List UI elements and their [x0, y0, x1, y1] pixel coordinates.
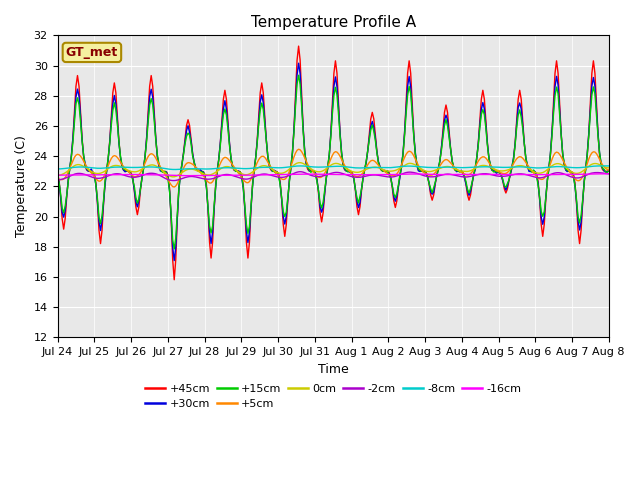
+5cm [605, 167, 612, 173]
-16cm [54, 172, 61, 178]
-8cm [220, 165, 227, 171]
+15cm [54, 173, 61, 179]
-16cm [182, 173, 190, 179]
+45cm [577, 228, 585, 233]
Line: -8cm: -8cm [58, 166, 609, 169]
0cm [247, 170, 255, 176]
+5cm [54, 176, 61, 182]
Line: -16cm: -16cm [58, 174, 609, 176]
+45cm [54, 171, 61, 177]
+15cm [295, 72, 303, 78]
+5cm [170, 184, 178, 190]
+15cm [577, 212, 585, 218]
Line: +30cm: +30cm [58, 63, 609, 261]
Line: +45cm: +45cm [58, 46, 609, 280]
+45cm [121, 168, 129, 174]
-8cm [121, 164, 129, 170]
-16cm [605, 171, 612, 177]
-16cm [247, 172, 255, 178]
0cm [169, 174, 177, 180]
0cm [54, 173, 61, 179]
+15cm [170, 246, 178, 252]
Line: +15cm: +15cm [58, 75, 609, 249]
+15cm [605, 168, 612, 173]
-8cm [605, 163, 612, 169]
-8cm [238, 166, 246, 171]
+5cm [220, 156, 227, 161]
+15cm [298, 103, 305, 109]
+45cm [238, 172, 246, 178]
+15cm [121, 167, 129, 172]
0cm [296, 160, 304, 166]
-2cm [121, 173, 129, 179]
0cm [238, 171, 246, 177]
+5cm [295, 146, 303, 152]
-2cm [170, 178, 178, 183]
0cm [577, 169, 585, 175]
+15cm [238, 173, 246, 179]
-2cm [54, 177, 61, 183]
0cm [298, 160, 305, 166]
-2cm [296, 169, 304, 175]
0cm [121, 166, 129, 171]
0cm [605, 165, 612, 171]
-16cm [296, 171, 304, 177]
-16cm [576, 171, 584, 177]
+30cm [298, 97, 305, 103]
-16cm [238, 172, 246, 178]
-8cm [247, 166, 255, 171]
Line: +5cm: +5cm [58, 149, 609, 187]
+45cm [170, 277, 178, 283]
Line: -2cm: -2cm [58, 172, 609, 180]
+5cm [121, 166, 129, 171]
+30cm [295, 60, 303, 66]
X-axis label: Time: Time [318, 363, 349, 376]
Line: 0cm: 0cm [58, 163, 609, 177]
+15cm [247, 204, 255, 209]
+30cm [605, 168, 612, 173]
-8cm [599, 163, 607, 169]
+45cm [247, 206, 255, 212]
-8cm [54, 166, 61, 172]
-16cm [220, 172, 227, 178]
+15cm [220, 112, 227, 118]
-8cm [296, 163, 304, 169]
Text: GT_met: GT_met [66, 46, 118, 59]
+5cm [577, 176, 585, 182]
+45cm [298, 91, 305, 96]
-8cm [576, 165, 584, 170]
0cm [220, 165, 227, 170]
+45cm [220, 96, 227, 102]
+5cm [298, 149, 305, 155]
-2cm [605, 171, 612, 177]
+30cm [54, 173, 61, 179]
+45cm [295, 43, 303, 49]
-2cm [220, 172, 227, 178]
-2cm [247, 175, 255, 181]
-16cm [121, 172, 129, 178]
+30cm [247, 205, 255, 211]
+30cm [220, 106, 227, 112]
+30cm [577, 219, 585, 225]
+30cm [170, 258, 178, 264]
-2cm [577, 174, 585, 180]
+30cm [121, 169, 129, 175]
+5cm [247, 176, 255, 182]
-2cm [238, 176, 246, 181]
+30cm [238, 176, 246, 181]
Legend: +45cm, +30cm, +15cm, +5cm, 0cm, -2cm, -8cm, -16cm: +45cm, +30cm, +15cm, +5cm, 0cm, -2cm, -8… [141, 379, 525, 414]
-8cm [170, 167, 178, 172]
Y-axis label: Temperature (C): Temperature (C) [15, 135, 28, 237]
+45cm [605, 168, 612, 174]
+5cm [238, 175, 246, 180]
-2cm [298, 169, 305, 175]
Title: Temperature Profile A: Temperature Profile A [251, 15, 416, 30]
